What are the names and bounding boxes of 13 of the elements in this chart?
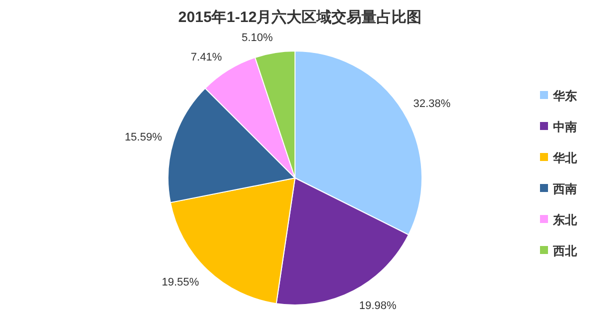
legend-label: 中南 — [553, 120, 577, 134]
data-label: 19.98% — [359, 300, 397, 312]
legend-label: 西南 — [552, 182, 577, 196]
data-label: 19.55% — [162, 276, 200, 288]
legend-label: 东北 — [552, 213, 578, 227]
chart-title: 2015年1-12月六大区域交易量占比图 — [178, 8, 422, 26]
data-label: 7.41% — [190, 51, 222, 64]
legend-label: 华东 — [552, 89, 577, 103]
legend-label: 华北 — [552, 151, 578, 165]
data-label: 15.59% — [124, 131, 162, 144]
data-label: 5.10% — [242, 32, 274, 44]
data-label: 32.38% — [413, 98, 451, 110]
legend-label: 西北 — [552, 244, 578, 258]
